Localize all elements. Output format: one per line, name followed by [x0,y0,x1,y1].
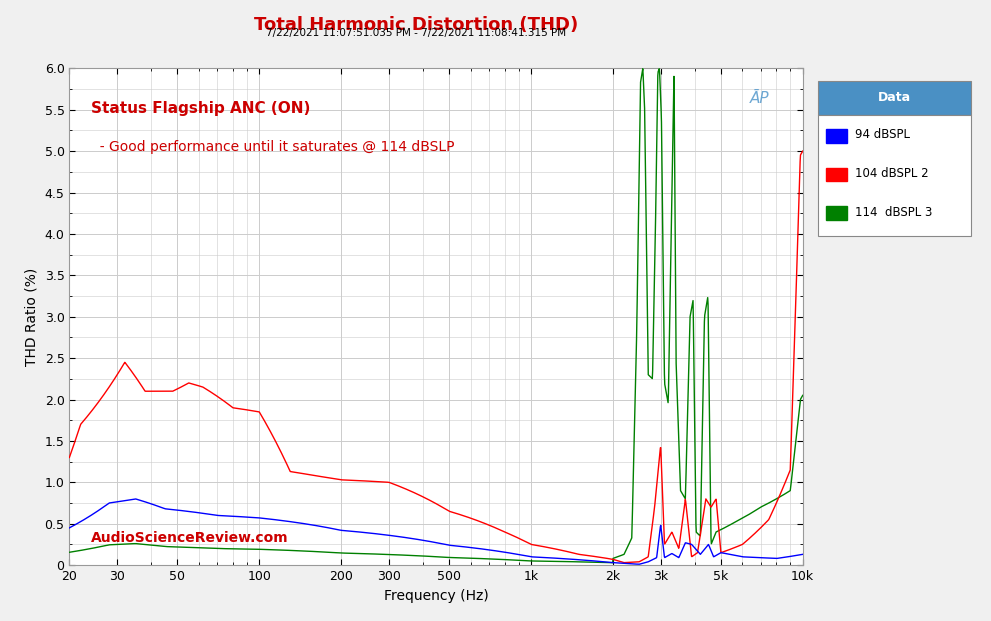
Text: 7/22/2021 11:07:51.035 PM - 7/22/2021 11:08:41.315 PM: 7/22/2021 11:07:51.035 PM - 7/22/2021 11… [267,28,566,38]
Text: ĀP: ĀP [750,91,770,106]
Text: AudioScienceReview.com: AudioScienceReview.com [91,531,289,545]
Y-axis label: THD Ratio (%): THD Ratio (%) [25,268,39,366]
Text: Data: Data [878,91,911,104]
X-axis label: Frequency (Hz): Frequency (Hz) [384,589,489,602]
Text: Status Flagship ANC (ON): Status Flagship ANC (ON) [91,101,311,116]
Text: Total Harmonic Distortion (THD): Total Harmonic Distortion (THD) [254,16,579,34]
Text: - Good performance until it saturates @ 114 dBSLP: - Good performance until it saturates @ … [91,140,455,155]
Text: 104 dBSPL 2: 104 dBSPL 2 [855,167,929,179]
Text: 114  dBSPL 3: 114 dBSPL 3 [855,206,933,219]
Text: 94 dBSPL: 94 dBSPL [855,128,910,141]
